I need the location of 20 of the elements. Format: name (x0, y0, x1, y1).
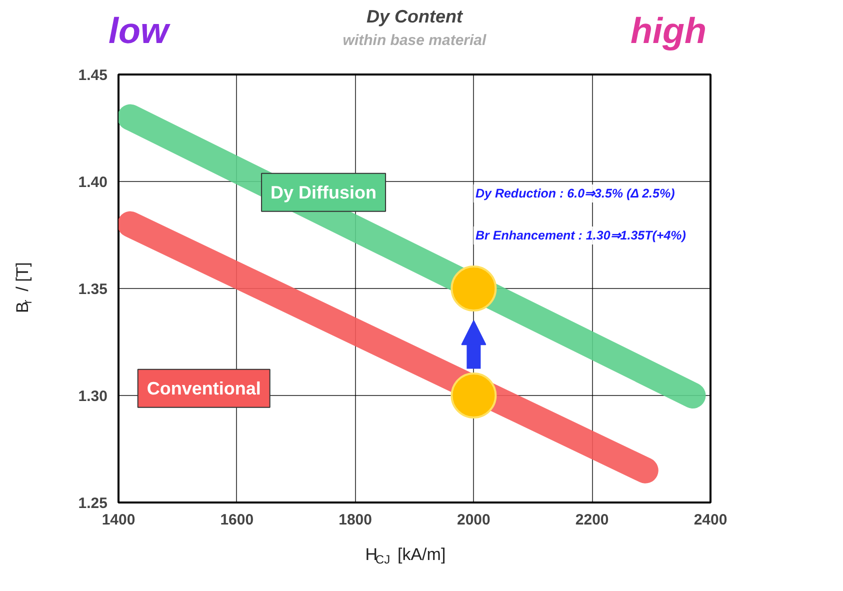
text: low (108, 10, 170, 51)
y-tick-label: 1.30 (78, 388, 108, 405)
text: Conventional (146, 378, 261, 398)
x-tick-label: 2000 (457, 512, 490, 528)
series-label: Dy Diffusion (270, 182, 377, 202)
y-tick-label: 1.25 (78, 495, 108, 512)
chart-title: Dy Content (366, 6, 464, 26)
x-tick-label: 2200 (575, 512, 609, 528)
x-tick-label: 1400 (102, 512, 136, 528)
x-tick-label: 1800 (338, 512, 372, 528)
y-tick-label: 1.40 (78, 174, 108, 191)
chart-subtitle: within base material (342, 32, 488, 49)
y-tick-label: 1.45 (78, 67, 108, 84)
y-axis-title: Br / [T] (13, 262, 35, 314)
x-tick-label: 1600 (220, 512, 254, 528)
x-tick-label: 2400 (694, 512, 728, 528)
annotation: Dy Reduction : 6.0⇒3.5% (Δ 2.5%) (476, 186, 675, 200)
annotation: Br Enhancement : 1.30⇒1.35T(+4%) (476, 228, 686, 242)
text: high (630, 10, 706, 51)
y-tick-label: 1.35 (78, 281, 108, 298)
